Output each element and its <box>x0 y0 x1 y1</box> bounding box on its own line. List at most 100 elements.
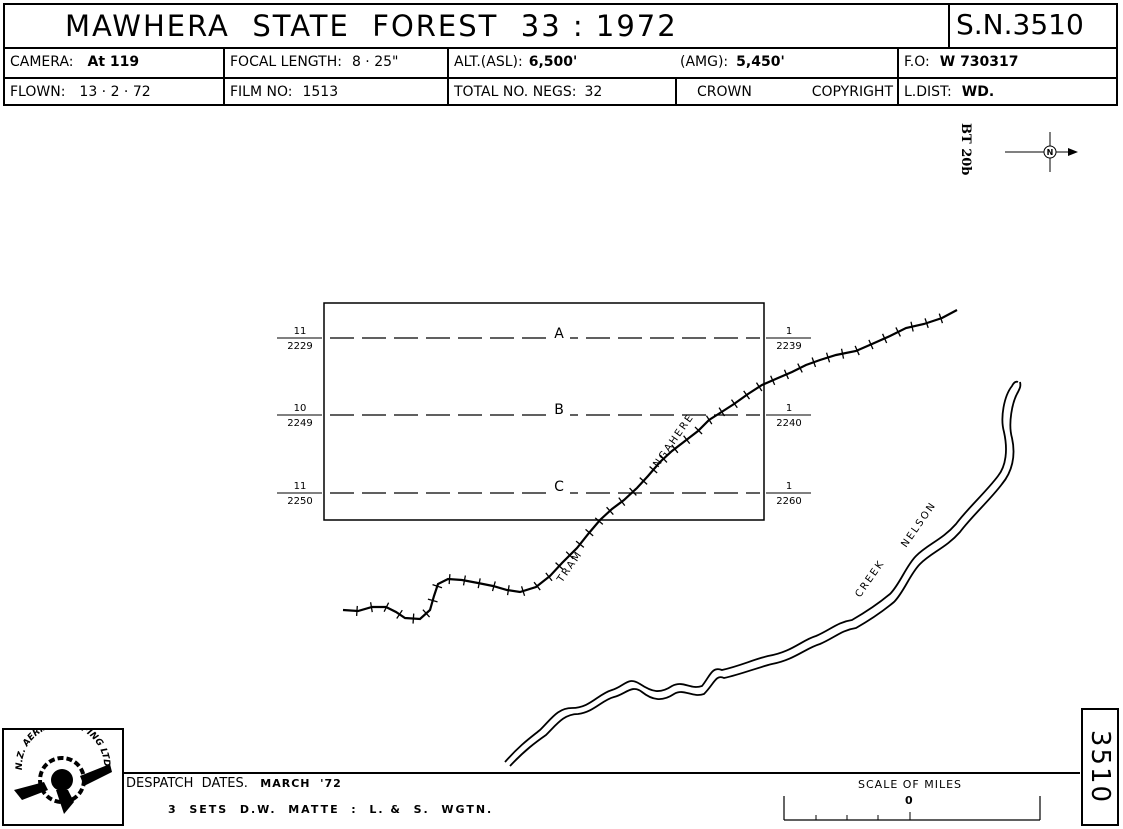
tram-tick <box>797 363 803 373</box>
film-no-cell: FILM NO: 1513 <box>223 77 447 106</box>
flown-label: FLOWN: <box>10 83 66 100</box>
title-block: MAWHERA STATE FOREST 33 : 1972 S.N.3510 … <box>3 3 1118 106</box>
sheet-number-box: S.N.3510 <box>948 5 1116 47</box>
ldist-cell: L.DIST: WD. <box>897 77 1116 106</box>
north-arrow-icon: N <box>1005 132 1078 172</box>
tram-tick <box>575 540 585 548</box>
strip-a-left-bottom: 2229 <box>287 341 312 352</box>
creek-label-creek: CREEK <box>853 558 887 600</box>
crown-text: CROWN <box>697 83 752 100</box>
tram-tick <box>649 465 658 474</box>
tram-tick <box>770 375 776 386</box>
strip-c-left-top: 11 <box>294 481 307 492</box>
amg-value: 5,450' <box>736 54 785 70</box>
strip-b-right-top: 1 <box>786 403 792 414</box>
tram-tick <box>369 602 373 613</box>
strip-a-right-bottom: 2239 <box>776 341 801 352</box>
tram-tick <box>683 435 691 445</box>
company-stamp: N.Z. AERIAL MAPPING LTD. <box>2 728 124 826</box>
tram-tick <box>840 348 845 359</box>
bt-reference: BT 20b <box>958 123 973 176</box>
ngahere-tram-line <box>342 309 958 621</box>
tram-tick <box>506 585 510 596</box>
fo-label: F.O: <box>904 54 930 70</box>
strip-c-right-top: 1 <box>786 481 792 492</box>
camera-cell: CAMERA: At 119 <box>5 47 223 77</box>
tram-tick <box>881 333 888 344</box>
tram-tick <box>448 574 451 585</box>
tram-tick <box>730 399 738 409</box>
tram-tick <box>783 369 790 380</box>
scale-bar <box>783 796 1041 821</box>
strip-a-left-top: 11 <box>294 326 307 337</box>
tram-tick <box>491 581 496 592</box>
ldist-label: L.DIST: <box>904 83 952 100</box>
strip-a-right-top: 1 <box>786 326 792 337</box>
map-title: MAWHERA STATE FOREST 33 : 1972 <box>65 9 678 43</box>
tram-tick <box>432 583 443 589</box>
tram-tick <box>868 339 874 350</box>
negs-cell: TOTAL NO. NEGS: 32 <box>447 77 675 106</box>
tram-tick <box>594 517 604 525</box>
title-row: MAWHERA STATE FOREST 33 : 1972 S.N.3510 <box>5 5 1116 49</box>
copyright-text: COPYRIGHT <box>811 83 893 100</box>
film-info-row: FLOWN: 13 · 2 · 72 FILM NO: 1513 TOTAL N… <box>5 77 1116 106</box>
tram-tick <box>639 477 648 485</box>
aerial-mapping-logo-icon: N.Z. AERIAL MAPPING LTD. <box>4 730 112 814</box>
ldist-value: WD. <box>961 83 995 100</box>
tram-tick <box>910 321 914 332</box>
strip-letter-c: C <box>554 479 564 495</box>
tram-tick <box>412 613 415 624</box>
focal-length-label: FOCAL LENGTH: <box>230 54 342 70</box>
tram-tick <box>671 444 679 454</box>
coverage-rectangle <box>323 302 765 521</box>
flight-info-row: CAMERA: At 119 FOCAL LENGTH: 8 · 25" ALT… <box>5 47 1116 79</box>
tram-tick <box>895 327 901 337</box>
strip-b-left-bottom: 2249 <box>287 418 312 429</box>
tram-tick <box>427 598 438 603</box>
tram-tick <box>743 390 751 400</box>
focal-length-value: 8 · 25" <box>351 54 399 70</box>
sheet-number-tab: 3510 <box>1081 708 1119 826</box>
tram-ticks <box>355 313 944 624</box>
tram-tick <box>659 454 668 463</box>
tram-tick <box>477 578 481 589</box>
tram-tick <box>606 506 614 516</box>
tram-tick <box>585 528 594 537</box>
despatch-value: MARCH '72 <box>260 777 342 790</box>
strip-c-left-bottom: 2250 <box>287 496 312 507</box>
despatch-line: DESPATCH DATES. MARCH '72 <box>126 776 342 791</box>
tram-tick <box>694 426 703 435</box>
tram-tick <box>825 352 831 363</box>
tram-tick <box>555 562 564 570</box>
amg-cell: (AMG): 5,450' <box>675 47 897 77</box>
tram-tick <box>533 581 541 591</box>
stamp-text-path: N.Z. AERIAL MAPPING LTD. <box>4 730 111 770</box>
tram-tick <box>545 572 553 582</box>
tram-tick <box>565 551 574 560</box>
flown-value: 13 · 2 · 72 <box>79 83 151 100</box>
sets-line: 3 SETS D.W. MATTE : L. & S. WGTN. <box>168 803 494 816</box>
negs-label: TOTAL NO. NEGS: <box>454 83 577 100</box>
film-no-label: FILM NO: <box>230 83 293 100</box>
flown-cell: FLOWN: 13 · 2 · 72 <box>5 77 223 106</box>
strip-letter-a: A <box>554 326 564 342</box>
tram-tick <box>924 318 929 329</box>
north-symbol-text: N <box>1047 148 1054 157</box>
stamp-text: N.Z. AERIAL MAPPING LTD. <box>4 730 111 770</box>
negs-value: 32 <box>584 83 603 100</box>
tram-tick <box>755 382 763 392</box>
tram-tick <box>938 313 944 324</box>
tram-tick <box>854 345 860 356</box>
camera-value: At 119 <box>87 54 140 70</box>
altitude-value: 6,500' <box>528 54 578 70</box>
sheet-number-vertical: 3510 <box>1085 729 1115 805</box>
tram-tick <box>355 605 358 616</box>
film-no-value: 1513 <box>302 83 339 100</box>
tram-tick <box>718 407 726 417</box>
copyright-cell: CROWN COPYRIGHT <box>675 77 897 106</box>
tram-label-ngahere: NGAHERE <box>651 412 696 470</box>
strip-b-left-top: 10 <box>294 403 307 414</box>
strip-letter-b: B <box>554 402 564 418</box>
